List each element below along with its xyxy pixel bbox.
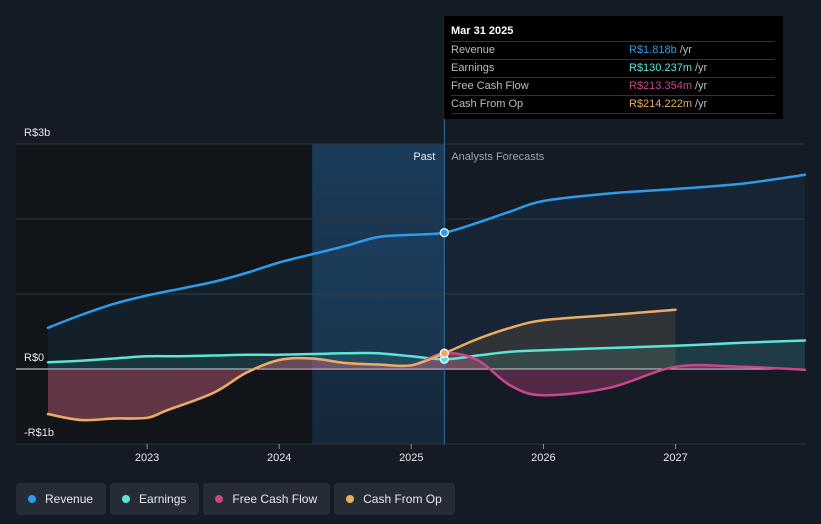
legend-item-cfo[interactable]: Cash From Op	[334, 483, 455, 515]
legend-label: Cash From Op	[363, 492, 442, 506]
tooltip-unit: /yr	[695, 80, 708, 92]
legend-item-fcf[interactable]: Free Cash Flow	[203, 483, 331, 515]
earnings-line	[46, 339, 807, 364]
cfo-line	[46, 308, 677, 422]
cfo-dot-icon	[346, 495, 355, 503]
series-lines	[46, 173, 807, 422]
tooltip-unit: /yr	[695, 62, 708, 74]
fcf-area	[48, 353, 805, 421]
revenue-line	[46, 173, 807, 330]
x-tick-label: 2023	[135, 452, 159, 464]
revenue-marker	[439, 228, 449, 238]
past-label: Past	[413, 151, 435, 163]
tooltip: Mar 31 2025 Revenue R$1.818b /yr Earning…	[444, 16, 783, 119]
tooltip-row-earnings: Earnings R$130.237m /yr	[451, 59, 775, 77]
tooltip-row-cfo: Cash From Op R$214.222m /yr	[451, 95, 775, 114]
tooltip-value: R$214.222m	[629, 98, 692, 110]
legend-label: Free Cash Flow	[232, 492, 318, 506]
tooltip-value: R$130.237m	[629, 62, 692, 74]
tooltip-row-fcf: Free Cash Flow R$213.354m /yr	[451, 77, 775, 95]
x-tick-label: 2025	[399, 452, 423, 464]
legend-label: Revenue	[45, 492, 94, 506]
y-axis-label-zero: R$0	[24, 352, 44, 364]
tooltip-date: Mar 31 2025	[451, 25, 514, 37]
hover-markers	[439, 228, 449, 364]
legend-label: Earnings	[139, 492, 187, 506]
tooltip-value: R$213.354m	[629, 80, 692, 92]
y-axis-label-bottom: -R$1b	[24, 427, 54, 439]
cfo-marker	[439, 348, 449, 358]
x-tick-label: 2026	[531, 452, 555, 464]
tooltip-value: R$1.818b	[629, 44, 677, 56]
x-tick-label: 2027	[663, 452, 687, 464]
tooltip-row-revenue: Revenue R$1.818b /yr	[451, 41, 775, 59]
fcf-dot-icon	[215, 495, 224, 503]
tooltip-label: Free Cash Flow	[451, 80, 529, 92]
earnings-area	[48, 340, 805, 369]
legend-item-earnings[interactable]: Earnings	[110, 483, 200, 515]
revenue-area	[48, 174, 805, 369]
tooltip-label: Earnings	[451, 62, 495, 74]
tooltip-label: Cash From Op	[451, 98, 524, 110]
legend-item-revenue[interactable]: Revenue	[16, 483, 107, 515]
tooltip-unit: /yr	[679, 44, 692, 56]
y-axis-label-top: R$3b	[24, 127, 50, 139]
revenue-dot-icon	[28, 495, 36, 503]
x-tick-label: 2024	[267, 452, 291, 464]
tooltip-label: Revenue	[451, 44, 496, 56]
earnings-dot-icon	[122, 495, 131, 503]
tooltip-unit: /yr	[695, 98, 708, 110]
legend: Revenue Earnings Free Cash Flow Cash Fro…	[16, 483, 455, 515]
forecast-label: Analysts Forecasts	[451, 151, 544, 163]
x-axis-ticks: 2023 2024 2025 2026 2027	[135, 444, 688, 464]
